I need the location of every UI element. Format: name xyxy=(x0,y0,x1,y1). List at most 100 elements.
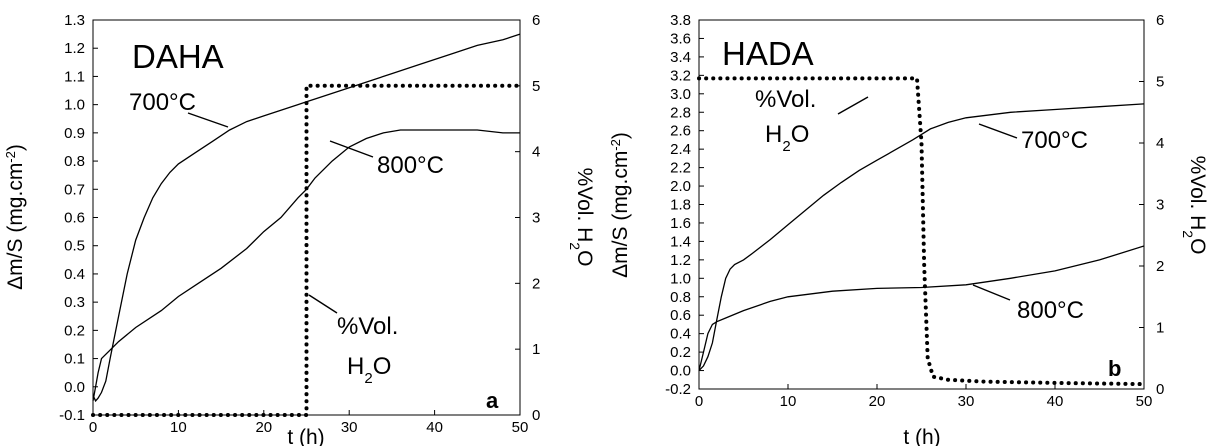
annotation-leader-800c xyxy=(329,140,374,158)
y-tick-label: 3.0 xyxy=(670,86,691,103)
y-tick-label: 1.3 xyxy=(64,12,85,29)
y-tick-label: 3.4 xyxy=(670,49,691,66)
y-tick-label: -0.2 xyxy=(665,381,691,398)
y-tick-label: 0.0 xyxy=(64,379,85,396)
y-axis-label: Δm/S (mg.cm-2) xyxy=(3,144,28,290)
y-tick-label: 1.4 xyxy=(670,233,691,250)
y2-tick-label: 1 xyxy=(532,341,540,358)
y2-tick-label: 4 xyxy=(532,144,540,161)
y2-tick-label: 0 xyxy=(1156,381,1164,398)
y-tick-label: 2.6 xyxy=(670,123,691,140)
annotation-label-700c: 700°C xyxy=(1021,127,1088,154)
series-line-vol-h2o xyxy=(697,76,1146,387)
annotation-label-800c: 800°C xyxy=(377,152,444,179)
series-line-800-c xyxy=(698,245,1145,371)
series-line-700-c xyxy=(698,103,1145,372)
y2-axis-label: %Vol. H2O xyxy=(1180,156,1209,255)
x-tick-label: 50 xyxy=(512,419,529,436)
y-tick-label: 0.4 xyxy=(670,326,691,343)
y-tick-label: 3.2 xyxy=(670,67,691,84)
x-tick-label: 20 xyxy=(255,419,272,436)
annotation-leader-700c xyxy=(978,123,1018,139)
x-tick-label: 30 xyxy=(958,393,975,410)
annotation-h2o: %Vol. H2O xyxy=(308,294,398,387)
y-tick-label: 0.7 xyxy=(64,181,85,198)
y2-tick-label: 1 xyxy=(1156,320,1164,337)
y2-tick-label: 3 xyxy=(532,210,540,227)
y-tick-label: 0.8 xyxy=(670,289,691,306)
plot-frame xyxy=(698,19,1145,390)
y2-tick-label: 2 xyxy=(1156,258,1164,275)
y-tick-label: 1.0 xyxy=(670,270,691,287)
x-tick-label: 50 xyxy=(1136,393,1153,410)
y2-tick-label: 4 xyxy=(1156,135,1164,152)
series-layer xyxy=(697,76,1146,387)
y-tick-label: 1.0 xyxy=(64,97,85,114)
y-tick-label: 1.8 xyxy=(670,197,691,214)
tick-layer: 0 10 20 30 40 50-0.10.00.10.20.30.40.50.60.70… xyxy=(59,12,540,436)
annotation-800c: 800°C xyxy=(972,284,1084,324)
annotation-leader-700c xyxy=(187,112,229,128)
y2-tick-label: 6 xyxy=(532,12,540,29)
y-tick-label: 0.3 xyxy=(64,294,85,311)
series-line-800-c xyxy=(92,129,520,402)
y-tick-label: 2.8 xyxy=(670,104,691,121)
y2-axis-label: %Vol. H2O xyxy=(567,168,596,267)
annotation-leader-h2o xyxy=(837,96,869,115)
y2-tick-label: 3 xyxy=(1156,197,1164,214)
series-layer xyxy=(91,33,522,417)
annotation-leader-h2o xyxy=(308,294,338,314)
y2-tick-label: 5 xyxy=(1156,74,1164,91)
y-tick-label: 0.6 xyxy=(670,307,691,324)
x-tick-label: 20 xyxy=(869,393,886,410)
annotation-leader-800c xyxy=(972,284,1011,301)
y-tick-label: 1.6 xyxy=(670,215,691,232)
annotation-label-h2o-line2: H2O xyxy=(347,353,391,387)
y-tick-label: 0.5 xyxy=(64,238,85,255)
y-tick-label: 1.1 xyxy=(64,68,85,85)
chart-title: HADA xyxy=(722,35,814,72)
annotation-h2o: %Vol. H2O xyxy=(755,86,869,155)
annotation-700c: 700°C xyxy=(978,123,1088,154)
annotation-label-h2o-line1: %Vol. xyxy=(755,86,816,113)
y-tick-label: 2.4 xyxy=(670,141,691,158)
y-tick-label: 0.9 xyxy=(64,125,85,142)
y-tick-label: 0.0 xyxy=(670,363,691,380)
panel-label: a xyxy=(486,388,499,413)
annotation-label-h2o-line2: H2O xyxy=(765,121,809,155)
y-tick-label: 1.2 xyxy=(670,252,691,269)
y-tick-label: 0.6 xyxy=(64,210,85,227)
x-tick-label: 10 xyxy=(170,419,187,436)
y-tick-label: 2.0 xyxy=(670,178,691,195)
series-line-700-c xyxy=(92,33,521,403)
x-tick-label: 40 xyxy=(1047,393,1064,410)
y2-tick-label: 5 xyxy=(532,78,540,95)
series-line-vol-h2o xyxy=(91,83,522,417)
y-tick-label: 0.1 xyxy=(64,351,85,368)
y-tick-label: 3.6 xyxy=(670,30,691,47)
y-tick-label: -0.1 xyxy=(59,407,85,424)
annotation-800c: 800°C xyxy=(329,140,444,179)
x-tick-label: 30 xyxy=(341,419,358,436)
x-axis-label: t (h) xyxy=(287,426,324,446)
y-tick-label: 0.4 xyxy=(64,266,85,283)
tick-layer: 0 10 20 30 40 50-0.20.00.20.40.60.81.01.21.41… xyxy=(665,12,1164,410)
x-tick-label: 40 xyxy=(426,419,443,436)
x-tick-label: 0 xyxy=(695,393,703,410)
y-tick-label: 0.8 xyxy=(64,153,85,170)
y2-tick-label: 6 xyxy=(1156,12,1164,29)
y-tick-label: 3.8 xyxy=(670,12,691,29)
y2-tick-label: 2 xyxy=(532,275,540,292)
x-tick-label: 10 xyxy=(780,393,797,410)
chart-title: DAHA xyxy=(132,38,224,75)
annotation-700c: 700°C xyxy=(129,89,229,128)
chart-panel-daha: DAHA a Δm/S (mg.cm-2) %Vol. H2O t (h) 0 1… xyxy=(3,12,597,446)
x-axis-label: t (h) xyxy=(903,426,940,446)
annotation-label-700c: 700°C xyxy=(129,89,196,116)
y-tick-label: 0.2 xyxy=(64,322,85,339)
chart-panel-hada: HADA b Δm/S (mg.cm-2) %Vol. H2O t (h) 0 1… xyxy=(608,12,1210,446)
annotation-label-h2o-line1: %Vol. xyxy=(337,313,398,340)
y-tick-label: 2.2 xyxy=(670,160,691,177)
y-axis-label: Δm/S (mg.cm-2) xyxy=(608,132,633,278)
